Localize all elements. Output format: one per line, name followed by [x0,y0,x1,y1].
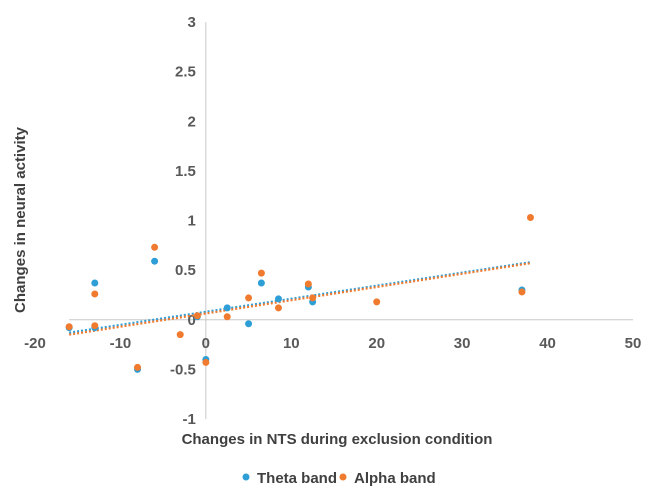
x-tick-label: 20 [368,335,385,352]
x-tick-label: -20 [24,335,46,352]
x-tick-label: 40 [539,335,556,352]
axes [69,22,633,419]
trendlines [69,261,531,336]
y-tick-label: -0.5 [170,361,196,378]
theta-data-point [223,304,231,312]
alpha-data-point [245,294,253,302]
alpha-data-point [274,304,282,312]
legend-marker-alpha [339,473,347,481]
alpha-data-point [134,363,142,371]
alpha-data-point [309,294,317,302]
theta-data-point [151,257,159,265]
alpha-data-point [518,288,526,296]
trendline-alpha [69,262,531,336]
legend: Theta band Alpha band [242,470,436,486]
theta-data-point [274,295,282,303]
alpha-data-point [223,313,231,321]
legend-marker-theta [242,473,250,481]
y-axis-title: Changes in neural activity [12,126,29,313]
y-tick-label: 2.5 [175,64,196,81]
legend-label-theta: Theta band [257,470,337,486]
alpha-data-point [91,290,99,298]
alpha-data-point [151,243,159,251]
x-tick-label: 10 [283,335,300,352]
x-axis-title: Changes in NTS during exclusion conditio… [182,431,493,448]
alpha-data-point [202,358,210,366]
y-tick-label: 2 [188,113,196,130]
x-tick-label: 50 [625,335,642,352]
alpha-data-point [91,322,99,330]
alpha-data-point [176,331,184,339]
x-tick-labels: -20 -10 0 10 20 30 40 50 [24,335,641,352]
alpha-data-point [373,298,381,306]
theta-data-point [91,279,99,287]
alpha-data-point [257,269,265,277]
y-tick-labels: -1 -0.5 0 0.5 1 1.5 2 2.5 3 [170,14,196,428]
x-tick-label: -10 [110,335,132,352]
data-points [65,214,534,373]
theta-data-point [245,320,253,328]
y-tick-label: 0 [188,312,196,329]
x-tick-label: 30 [454,335,471,352]
legend-label-alpha: Alpha band [354,470,436,486]
alpha-data-point [193,312,201,320]
alpha-data-point [65,323,73,331]
y-tick-label: 1.5 [175,163,196,180]
theta-data-point [257,279,265,287]
alpha-data-point [526,214,534,222]
y-tick-label: -1 [183,411,196,428]
x-tick-label: 0 [202,335,210,352]
y-tick-label: 1 [188,213,196,230]
trendline-theta [69,261,531,334]
y-tick-label: 3 [188,14,196,31]
y-tick-label: 0.5 [175,262,196,279]
alpha-data-point [304,280,312,288]
